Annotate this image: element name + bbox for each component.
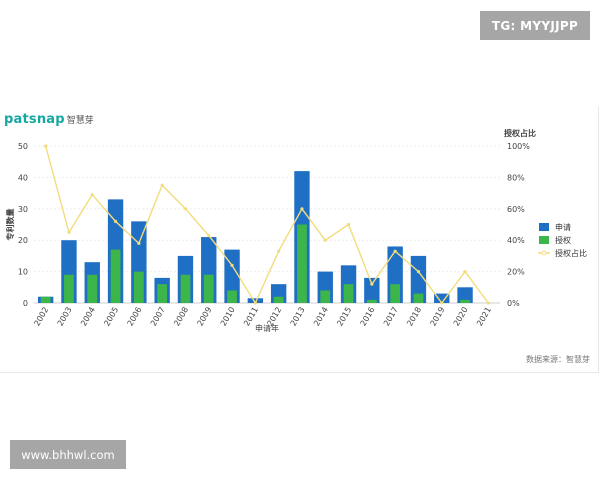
y2-tick-label: 100% [507,142,530,151]
y-tick-label: 40 [18,173,28,182]
bars-layer [37,171,473,303]
ratio-point [67,230,71,234]
ratio-point [207,233,211,238]
bar-application [434,293,450,303]
y2-axis-title: 授权占比 [504,128,536,138]
x-tick-label: 2016 [359,306,377,328]
x-tick-label: 2018 [405,306,423,328]
legend-swatch-application [539,223,549,231]
legend-label-application: 申请 [555,222,571,232]
bar-application [364,277,380,303]
ratio-point [416,270,421,274]
bar-grant [157,284,168,303]
ratio-point [277,249,281,253]
ratio-point [230,263,234,267]
x-tick-label: 2021 [475,306,493,328]
x-tick-label: 2008 [172,306,190,328]
y-tick-label: 10 [18,268,28,277]
ratio-point [160,183,164,187]
ratio-line-layer [44,144,490,305]
telegram-watermark: TG: MYYJJPP [480,11,590,40]
x-tick-label: 2003 [56,306,74,328]
bar-grant [366,299,377,303]
y2-tick-label: 40% [507,236,525,245]
legend-label-grant: 授权 [555,235,571,245]
bar-grant [87,274,98,303]
y-tick-label: 50 [18,142,28,151]
bar-grant [110,249,121,303]
ratio-point [440,301,444,305]
logo-cn-text: 智慧芽 [66,116,94,126]
x-tick-label: 2004 [79,306,97,328]
y-tick-label: 30 [18,205,28,214]
bar-grant [390,284,401,303]
y-axis-title: 专利数量 [5,209,15,241]
x-tick-label: 2014 [312,306,330,328]
x-tick-label: 2010 [219,306,237,328]
x-tick-label: 2015 [335,306,353,328]
ratio-point [44,144,48,148]
bar-grant [133,271,144,303]
bar-grant [297,224,307,303]
x-tick-label: 2017 [382,306,400,328]
x-tick-label: 2013 [289,306,307,328]
bar-grant [273,296,284,303]
legend-swatch-grant [539,236,549,244]
legend-label-ratio: 授权占比 [555,248,587,258]
y2-tick-label: 20% [507,268,525,277]
legend-marker-ratio [541,250,547,256]
x-tick-label: 2019 [429,306,447,328]
bar-application [247,298,264,303]
bar-grant [320,290,331,303]
bar-grant [460,299,470,303]
y2-tick-label: 80% [507,173,525,182]
ratio-point [323,238,327,242]
x-tick-label: 2002 [32,306,50,328]
ratio-point [486,301,490,305]
ratio-point [113,219,118,223]
ratio-point [90,193,94,197]
ratio-point [300,207,304,211]
x-tick-label: 2020 [452,306,470,328]
ratio-point [463,270,467,274]
ratio-point [370,282,374,286]
bar-grant [203,274,214,303]
bar-grant [64,274,74,303]
ratio-point [253,301,257,305]
y-tick-label: 0 [23,299,28,308]
ratio-point [137,241,141,245]
ratio-point [183,207,188,211]
website-watermark: www.bhhwl.com [10,440,126,469]
logo-brand-text: patsnap [4,112,65,127]
bar-grant [180,274,191,303]
y-tick-label: 20 [18,236,28,245]
x-tick-label: 2006 [126,306,144,328]
bar-grant [40,296,51,303]
y2-tick-label: 60% [507,205,525,214]
y2-tick-label: 0% [507,299,520,308]
ratio-point [346,222,351,227]
grid-lines [34,145,500,304]
bar-application [224,249,240,303]
bar-grant [413,293,424,303]
patsnap-logo: patsnap 智慧芽 [4,112,94,129]
x-tick-label: 2007 [149,306,167,328]
line-grant-ratio [44,145,489,304]
x-tick-label: 2009 [196,306,214,328]
bar-application [457,287,473,303]
bar-grant [343,284,354,303]
ratio-point [393,249,397,253]
source-note: 数据来源：智慧芽 [526,354,590,364]
x-tick-label: 2005 [102,306,120,328]
bar-grant [227,290,237,303]
x-axis-title: 申请年 [255,323,279,333]
